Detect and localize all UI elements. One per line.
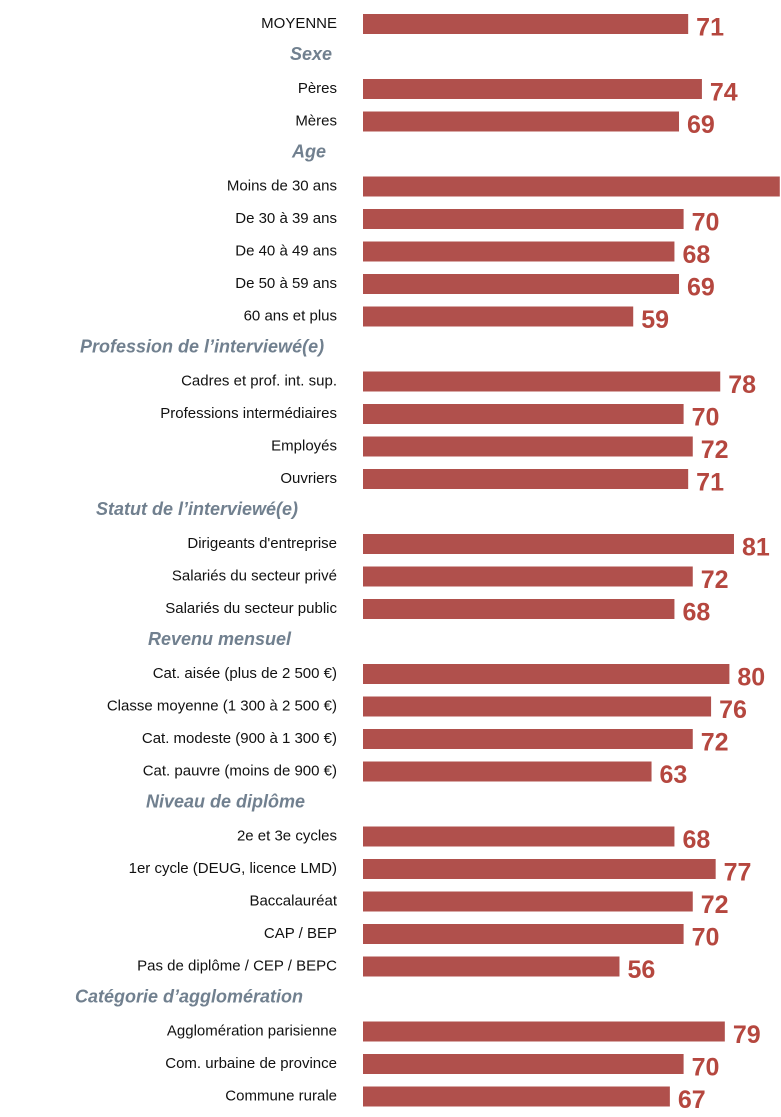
bar xyxy=(363,1054,684,1074)
bar xyxy=(363,274,680,294)
bar xyxy=(363,1086,670,1107)
value-label: 81 xyxy=(742,534,770,562)
bar xyxy=(363,891,693,912)
group-heading: Profession de l’interviewé(e) xyxy=(80,336,324,356)
value-label: 76 xyxy=(719,696,747,724)
value-label: 72 xyxy=(701,436,729,464)
bar xyxy=(363,176,780,197)
group-heading: Statut de l’interviewé(e) xyxy=(96,499,298,519)
value-label: 68 xyxy=(682,826,710,854)
bar xyxy=(363,241,675,262)
category-label: De 30 à 39 ans xyxy=(235,210,337,227)
bar xyxy=(363,826,675,847)
bar xyxy=(363,111,680,132)
group-heading: Revenu mensuel xyxy=(148,629,292,649)
bar xyxy=(363,14,689,34)
bar xyxy=(363,599,675,619)
value-label: 56 xyxy=(627,956,655,984)
category-label: Dirigeants d'entreprise xyxy=(187,535,337,552)
category-label: Pères xyxy=(298,80,337,97)
category-label: Cadres et prof. int. sup. xyxy=(181,372,337,389)
bar xyxy=(363,664,730,684)
value-label: 68 xyxy=(682,241,710,269)
category-label: Employés xyxy=(271,437,337,454)
bar xyxy=(363,79,702,99)
bar xyxy=(363,436,693,457)
category-label: Baccalauréat xyxy=(249,892,337,909)
value-label: 70 xyxy=(692,1054,720,1082)
category-label: Salariés du secteur public xyxy=(165,600,337,617)
category-label: Cat. pauvre (moins de 900 €) xyxy=(143,762,337,779)
value-label: 67 xyxy=(678,1086,706,1114)
bar xyxy=(363,729,693,749)
bar xyxy=(363,371,721,392)
bar xyxy=(363,859,716,879)
bar xyxy=(363,696,712,717)
category-label: Agglomération parisienne xyxy=(167,1022,337,1039)
value-label: 70 xyxy=(692,404,720,432)
value-label: 71 xyxy=(696,469,724,497)
value-label: 71 xyxy=(696,14,724,42)
value-label: 59 xyxy=(641,306,669,334)
group-heading: Age xyxy=(291,141,326,161)
group-heading: Niveau de diplôme xyxy=(146,791,305,811)
category-label: Com. urbaine de province xyxy=(165,1055,337,1072)
category-label: De 40 à 49 ans xyxy=(235,242,337,259)
value-label: 72 xyxy=(701,566,729,594)
value-label: 74 xyxy=(710,79,738,107)
category-label: Cat. modeste (900 à 1 300 €) xyxy=(142,730,337,747)
bar xyxy=(363,761,652,782)
category-label: Cat. aisée (plus de 2 500 €) xyxy=(153,665,337,682)
group-heading: Catégorie d’agglomération xyxy=(75,986,303,1006)
category-label: Mères xyxy=(295,112,337,129)
category-label: CAP / BEP xyxy=(264,925,337,942)
category-label: Salariés du secteur privé xyxy=(172,567,337,584)
bar xyxy=(363,956,620,977)
value-label: 72 xyxy=(701,729,729,757)
bar xyxy=(363,306,634,327)
category-label: De 50 à 59 ans xyxy=(235,275,337,292)
value-label: 70 xyxy=(692,209,720,237)
value-label: 77 xyxy=(724,859,752,887)
value-label: 70 xyxy=(692,924,720,952)
category-label: Pas de diplôme / CEP / BEPC xyxy=(137,957,337,974)
value-label: 72 xyxy=(701,891,729,919)
bar xyxy=(363,469,689,489)
group-heading: Sexe xyxy=(290,44,332,64)
bar xyxy=(363,924,684,944)
value-label: 68 xyxy=(682,599,710,627)
value-label: 63 xyxy=(660,761,688,789)
category-label: Professions intermédiaires xyxy=(160,405,337,422)
bar xyxy=(363,1021,725,1042)
category-label: 60 ans et plus xyxy=(244,307,337,324)
value-label: 80 xyxy=(737,664,765,692)
category-label: Commune rurale xyxy=(225,1087,337,1104)
category-label: Classe moyenne (1 300 à 2 500 €) xyxy=(107,697,337,714)
category-label: Moins de 30 ans xyxy=(227,177,337,194)
category-label: 1er cycle (DEUG, licence LMD) xyxy=(129,860,337,877)
category-label: Ouvriers xyxy=(280,470,337,487)
value-label: 69 xyxy=(687,111,715,139)
bar xyxy=(363,534,734,554)
value-label: 78 xyxy=(728,371,756,399)
value-label: 69 xyxy=(687,274,715,302)
bar xyxy=(363,404,684,424)
bar xyxy=(363,566,693,587)
bar xyxy=(363,209,684,229)
category-label: 2e et 3e cycles xyxy=(237,827,337,844)
category-label: MOYENNE xyxy=(261,15,337,32)
value-label: 79 xyxy=(733,1021,761,1049)
